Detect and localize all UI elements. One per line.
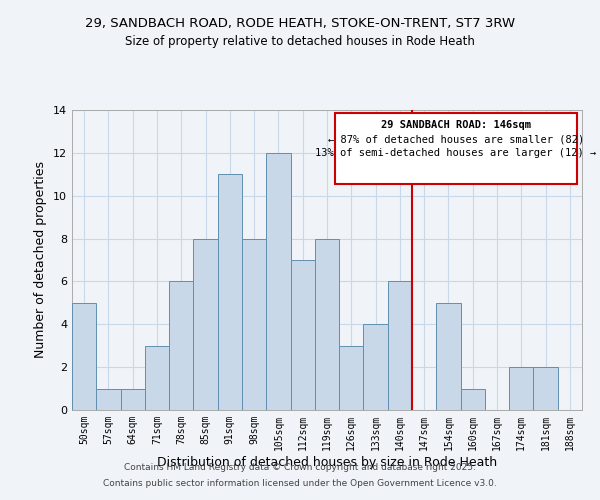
Bar: [388, 282, 412, 410]
Text: 29 SANDBACH ROAD: 146sqm: 29 SANDBACH ROAD: 146sqm: [381, 120, 531, 130]
Text: 13% of semi-detached houses are larger (12) →: 13% of semi-detached houses are larger (…: [316, 148, 596, 158]
Text: Size of property relative to detached houses in Rode Heath: Size of property relative to detached ho…: [125, 35, 475, 48]
Bar: [145, 346, 169, 410]
Bar: [193, 238, 218, 410]
X-axis label: Distribution of detached houses by size in Rode Heath: Distribution of detached houses by size …: [157, 456, 497, 468]
Bar: [169, 282, 193, 410]
Bar: [290, 260, 315, 410]
Bar: [266, 153, 290, 410]
Y-axis label: Number of detached properties: Number of detached properties: [34, 162, 47, 358]
Bar: [509, 367, 533, 410]
Bar: [242, 238, 266, 410]
Text: Contains public sector information licensed under the Open Government Licence v3: Contains public sector information licen…: [103, 478, 497, 488]
Bar: [121, 388, 145, 410]
FancyBboxPatch shape: [335, 113, 577, 184]
Bar: [339, 346, 364, 410]
Bar: [218, 174, 242, 410]
Bar: [461, 388, 485, 410]
Bar: [364, 324, 388, 410]
Bar: [72, 303, 96, 410]
Bar: [436, 303, 461, 410]
Bar: [315, 238, 339, 410]
Bar: [96, 388, 121, 410]
Text: 29, SANDBACH ROAD, RODE HEATH, STOKE-ON-TRENT, ST7 3RW: 29, SANDBACH ROAD, RODE HEATH, STOKE-ON-…: [85, 18, 515, 30]
Text: Contains HM Land Registry data © Crown copyright and database right 2025.: Contains HM Land Registry data © Crown c…: [124, 464, 476, 472]
Text: ← 87% of detached houses are smaller (82): ← 87% of detached houses are smaller (82…: [328, 134, 584, 144]
Bar: [533, 367, 558, 410]
